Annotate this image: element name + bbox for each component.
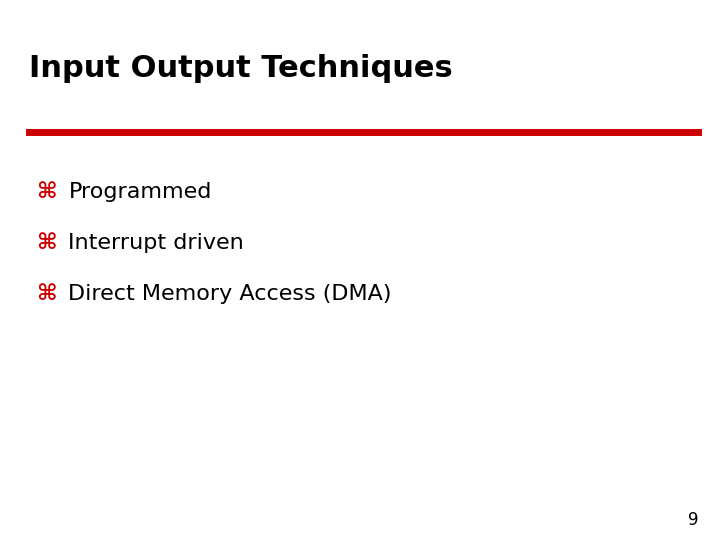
Text: ⌘: ⌘ [36, 284, 57, 305]
Text: Direct Memory Access (DMA): Direct Memory Access (DMA) [68, 284, 392, 305]
Text: Interrupt driven: Interrupt driven [68, 233, 244, 253]
Text: 9: 9 [688, 511, 698, 529]
Text: ⌘: ⌘ [36, 233, 57, 253]
Text: Programmed: Programmed [68, 181, 212, 202]
Text: ⌘: ⌘ [36, 181, 57, 202]
Text: Input Output Techniques: Input Output Techniques [29, 54, 453, 83]
